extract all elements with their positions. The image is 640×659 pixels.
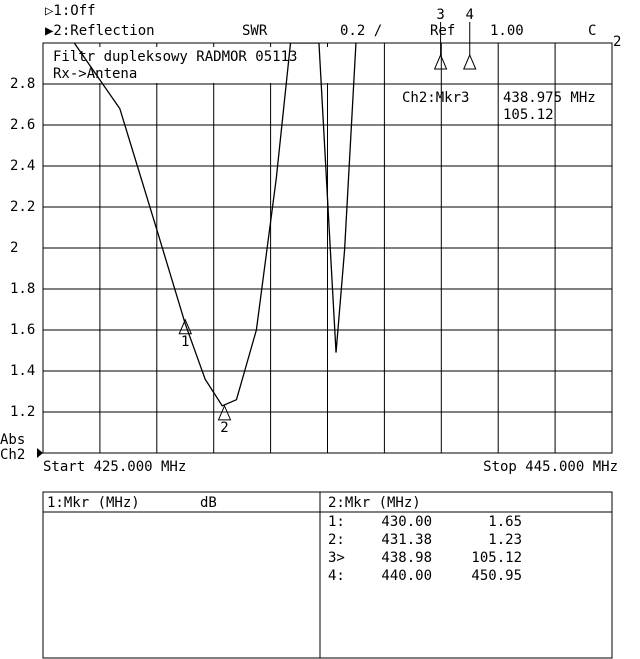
marker-index: 4: [328,568,345,584]
stop-freq: Stop 445.000 MHz [483,459,618,475]
y-tick-label: 1.2 [10,404,35,420]
plot-frame [42,42,613,454]
marker [217,404,232,421]
ref-label: Ref [430,23,455,39]
trace [73,43,357,407]
marker-value: 105.12 [471,550,522,566]
active-marker-freq: 438.975 MHz [503,90,596,106]
channel-tag: 2 [613,34,621,50]
marker-freq: 431.38 [381,532,432,548]
format: SWR [242,23,268,39]
y-tick-label: 2.8 [10,76,35,92]
channel2-status: ▶2:Reflection [45,23,155,39]
marker-index: 2: [328,532,345,548]
marker-label: 1 [181,334,189,350]
marker-freq: 430.00 [381,514,432,530]
axis-unit: Abs [0,432,25,448]
marker-value: 1.65 [488,514,522,530]
ref-value: 1.00 [490,23,524,39]
marker-label: 4 [466,7,474,23]
y-tick-label: 1.6 [10,322,35,338]
y-tick-label: 1.8 [10,281,35,297]
marker [462,53,477,70]
table1-box [42,491,321,659]
ref-arrow [37,448,43,458]
marker-freq: 438.98 [381,550,432,566]
marker [178,318,193,335]
marker-index: 3> [328,550,345,566]
marker-index: 1: [328,514,345,530]
scale: 0.2 / [340,23,382,39]
table2-title: 2:Mkr (MHz) [328,495,421,511]
y-tick-label: 1.4 [10,363,35,379]
marker-value: 450.95 [471,568,522,584]
title-box [50,47,350,83]
axis-channel: Ch2 [0,447,25,463]
marker-freq: 440.00 [381,568,432,584]
chart-title: Filtr dupleksowy RADMOR 05113 [53,49,297,65]
table2-box [319,491,613,659]
y-tick-label: 2 [10,240,18,256]
y-tick-label: 2.2 [10,199,35,215]
start-freq: Start 425.000 MHz [43,459,186,475]
y-tick-label: 2.6 [10,117,35,133]
coupling: C [588,23,596,39]
marker [433,53,448,70]
marker-label: 2 [220,420,228,436]
active-marker-name: Ch2:Mkr3 [402,90,469,106]
channel1-status: ▷1:Off [45,3,96,19]
marker-label: 3 [436,7,444,23]
active-marker-value: 105.12 [503,107,554,123]
table1-unit: dB [200,495,217,511]
y-tick-label: 2.4 [10,158,35,174]
marker-value: 1.23 [488,532,522,548]
table1-title: 1:Mkr (MHz) [47,495,140,511]
